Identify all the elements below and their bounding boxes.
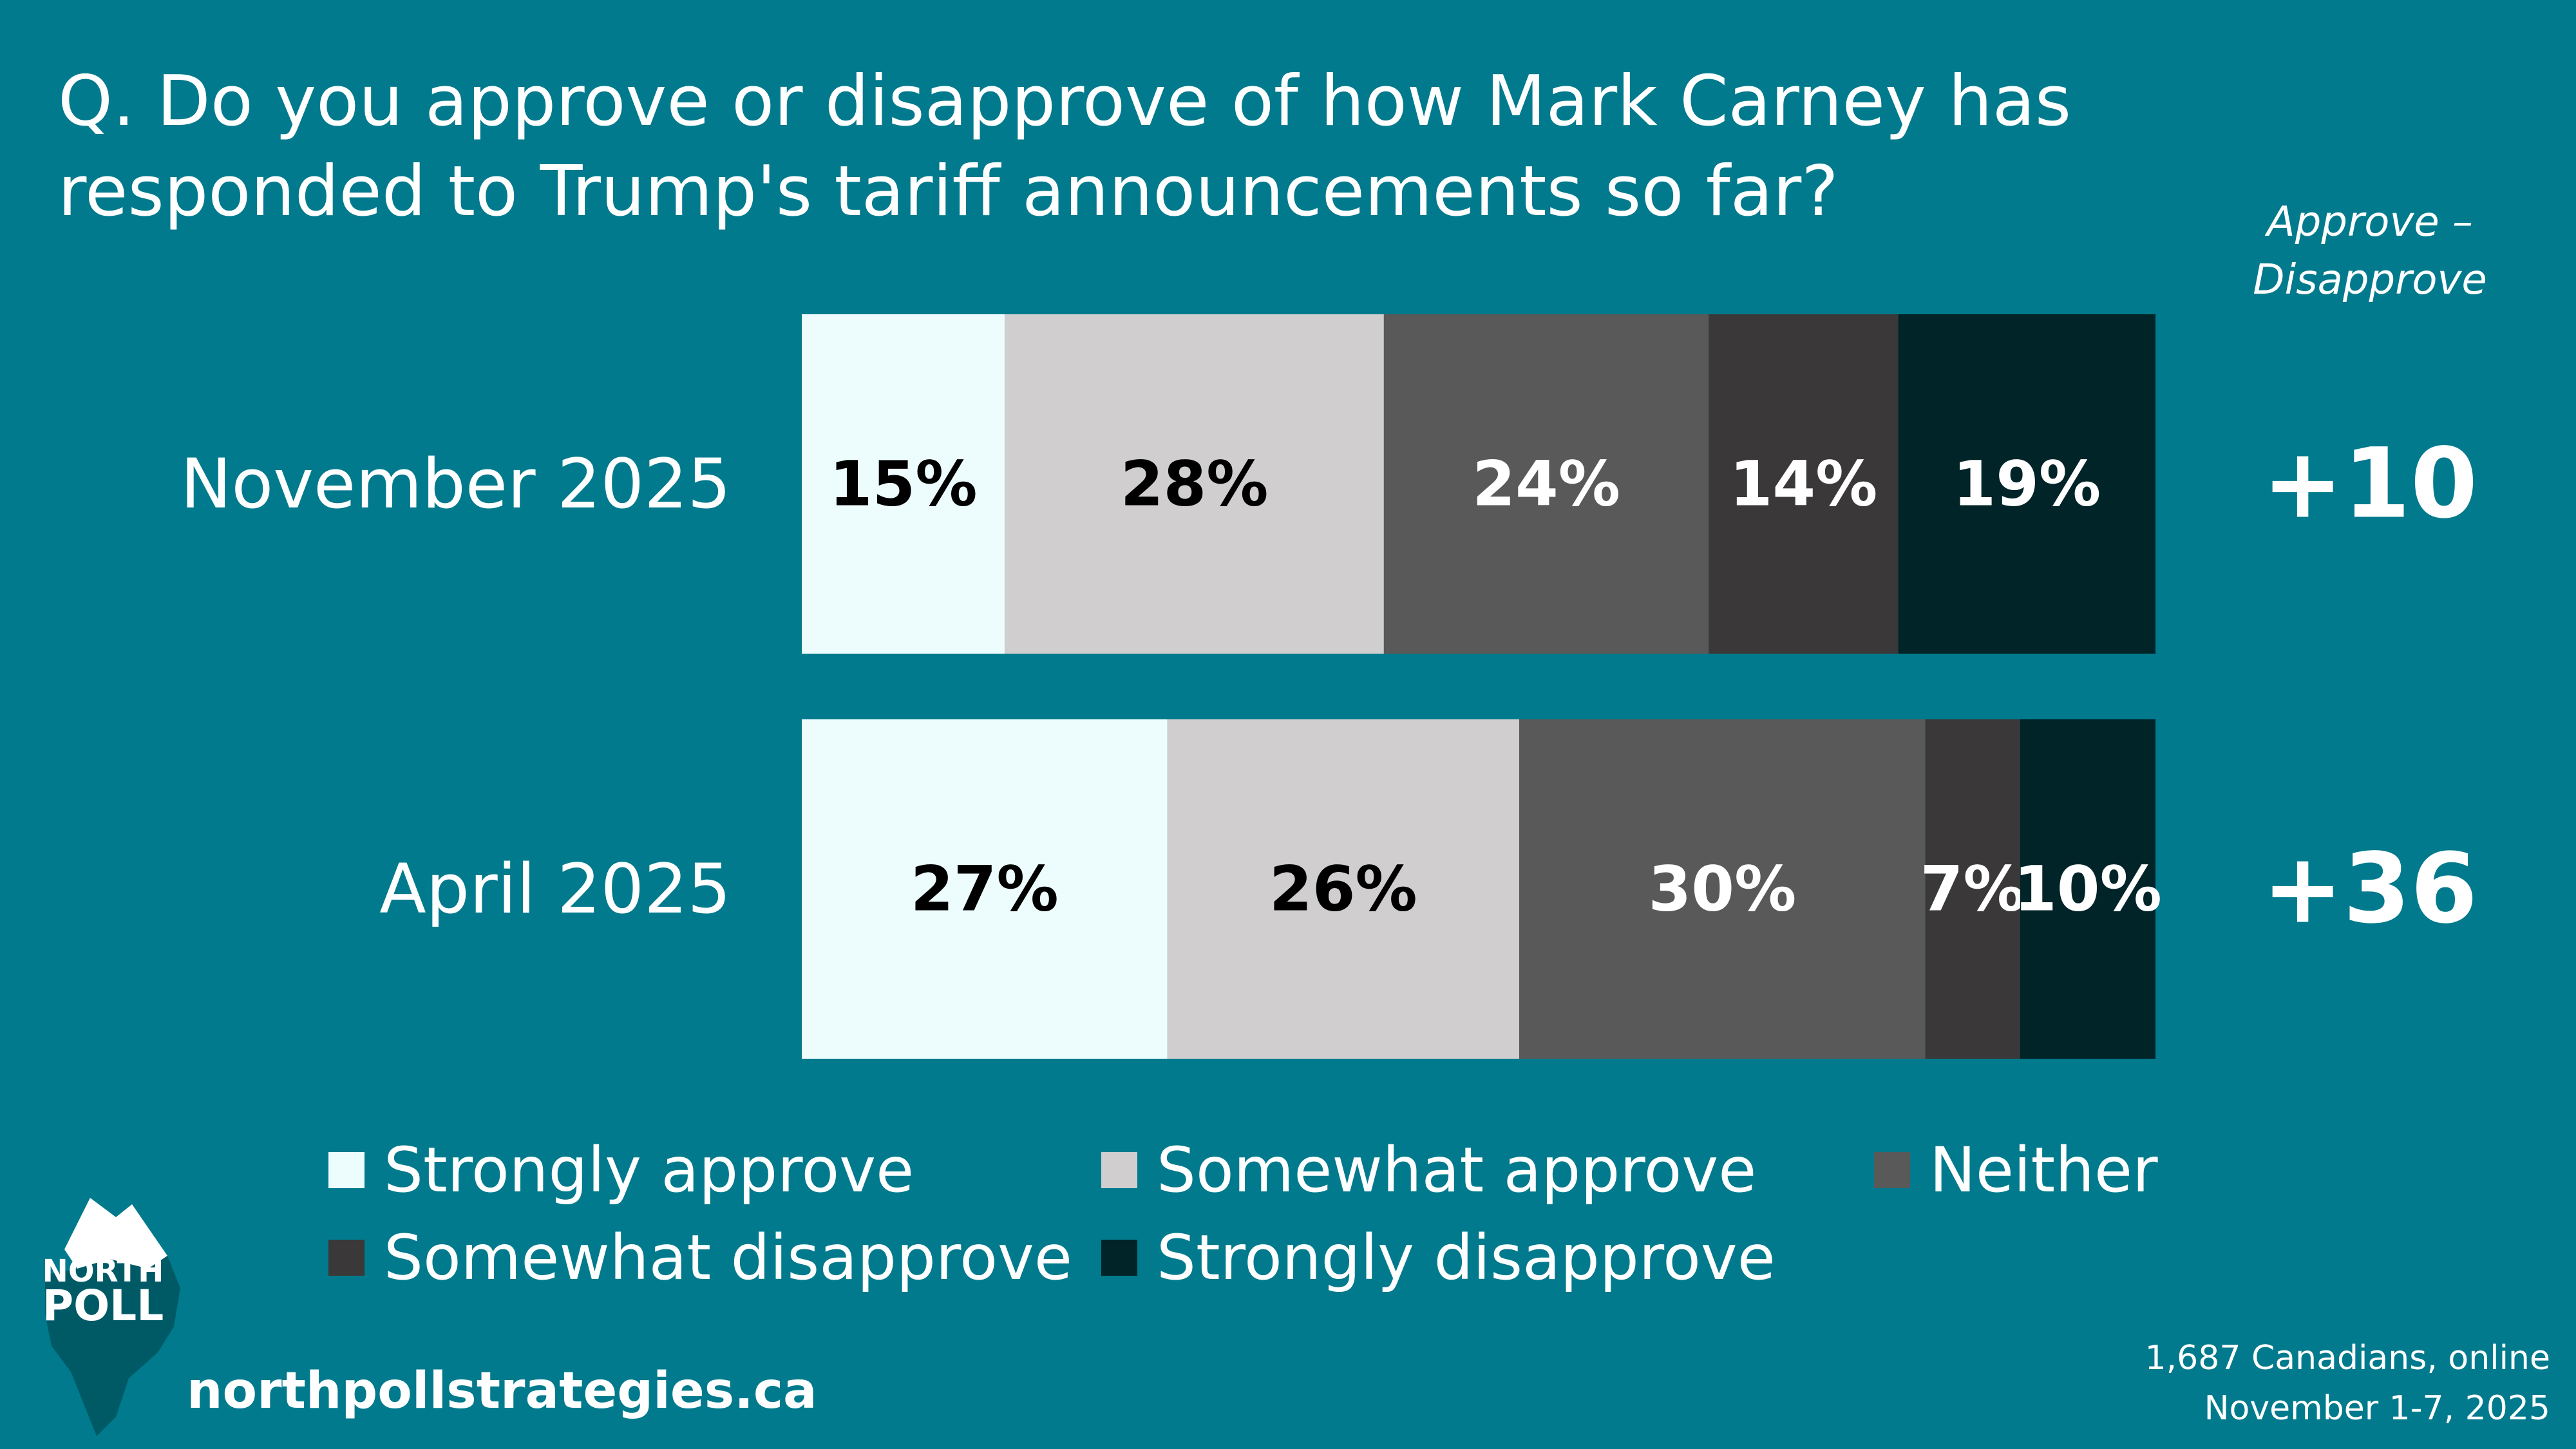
data-label-somewhat-disapprove: 14% [1730,448,1878,520]
website-link[interactable]: northpollstrategies.ca [187,1362,817,1420]
legend-item-somewhat-disapprove: Somewhat disapprove [328,1221,1101,1294]
legend: Strongly approve Somewhat approve Neithe… [328,1133,2196,1294]
bar-segment-somewhat-approve [1167,719,1520,1059]
source-sample: 1,687 Canadians, online [2145,1339,2550,1378]
legend-label: Somewhat disapprove [384,1222,1072,1294]
data-label-somewhat-disapprove: 7% [1920,853,2025,925]
bar-segment-strongly-approve [802,719,1168,1059]
net-column-header: Approve – Disapprove [2253,198,2487,304]
bar-segment-neither [1383,314,1709,654]
bar-segment-strongly-approve [802,314,1005,654]
legend-label: Neither [1929,1134,2158,1206]
legend-item-neither: Neither [1874,1133,2196,1207]
data-label-neither: 30% [1648,853,1796,925]
legend-label: Strongly disapprove [1157,1222,1776,1294]
logo-word-poll: POLL [43,1281,164,1331]
legend-item-somewhat-approve: Somewhat approve [1101,1133,1874,1207]
data-label-strongly-disapprove: 19% [1953,448,2101,520]
bar-segment-somewhat-approve [1005,314,1384,654]
category-label: April 2025 [379,849,731,929]
data-label-strongly-approve: 27% [911,853,1059,925]
data-label-somewhat-approve: 28% [1121,448,1269,520]
north-poll-logo: NORTH POLL [19,1159,187,1443]
bar-segment-strongly-disapprove [2020,719,2155,1059]
data-label-somewhat-approve: 26% [1269,853,1417,925]
chart-title: Q. Do you approve or disapprove of how M… [58,61,2072,232]
bar-segment-somewhat-disapprove [1709,314,1899,654]
category-label: November 2025 [180,444,731,524]
bar-segment-somewhat-disapprove [1925,719,2020,1059]
net-approval-value: +36 [2262,833,2477,945]
legend-label: Strongly approve [384,1134,914,1206]
net-approval-value: +10 [2262,428,2477,540]
data-label-strongly-disapprove: 10% [2014,853,2162,925]
source-note: 1,687 Canadians, online November 1-7, 20… [2145,1333,2550,1434]
source-dates: November 1-7, 2025 [2204,1389,2550,1428]
data-label-strongly-approve: 15% [829,448,978,520]
iceberg-logo-icon: NORTH POLL [43,1198,180,1436]
bar-segment-strongly-disapprove [1898,314,2155,654]
legend-item-strongly-disapprove: Strongly disapprove [1101,1221,1874,1294]
logo-word-north: NORTH [43,1253,164,1289]
legend-swatch-neither [1874,1152,1910,1188]
bar-segment-neither [1519,719,1926,1059]
legend-swatch-strongly-approve [328,1152,365,1188]
legend-swatch-strongly-disapprove [1101,1240,1137,1276]
legend-label: Somewhat approve [1157,1134,1757,1206]
legend-swatch-somewhat-disapprove [328,1240,365,1276]
data-label-neither: 24% [1472,448,1620,520]
iceberg-peak [64,1198,167,1269]
legend-swatch-somewhat-approve [1101,1152,1137,1188]
legend-item-strongly-approve: Strongly approve [328,1133,1101,1207]
iceberg-body [45,1256,180,1436]
